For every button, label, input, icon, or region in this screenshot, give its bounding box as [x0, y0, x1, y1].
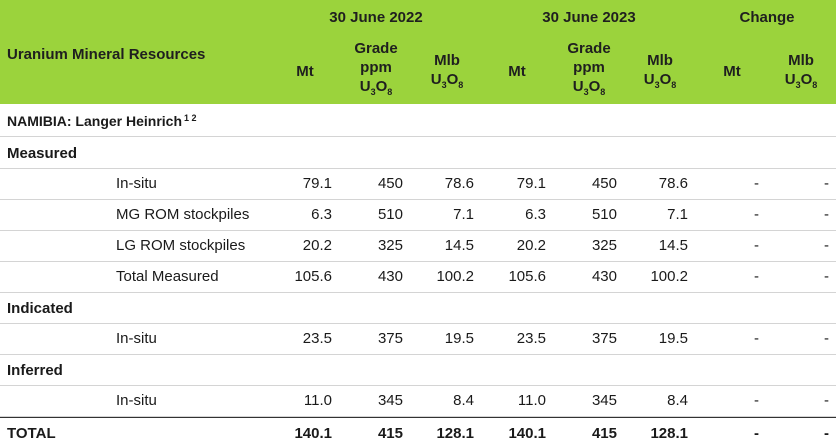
period-2022-heading: 30 June 2022: [329, 9, 423, 26]
table-row: In-situ 23.5 375 19.5 23.5 375 19.5 - -: [0, 323, 836, 355]
cell-mt-2023: 105.6: [508, 268, 546, 285]
cell-mlb-2023: 8.4: [667, 392, 688, 409]
col-mt-2022: Mt: [296, 63, 314, 80]
cell-mlb-2022: 7.1: [453, 206, 474, 223]
cell-mlb-2022: 8.4: [453, 392, 474, 409]
cell-mt-2022: 23.5: [302, 330, 332, 347]
cell-mt-change: -: [754, 175, 759, 192]
cell-grade-2022: 415: [377, 425, 403, 442]
cell-mlb-change: -: [824, 330, 829, 347]
col-mlb-2023: Mlb U3O8: [643, 52, 677, 90]
cell-grade-2023: 510: [591, 206, 617, 223]
location-name: NAMIBIA: Langer Heinrich: [7, 113, 183, 129]
cell-mt-2022: 140.1: [294, 425, 332, 442]
table-row: MG ROM stockpiles 6.3 510 7.1 6.3 510 7.1 - -: [0, 199, 836, 231]
cell-mlb-change: -: [824, 268, 829, 285]
cell-mt-2022: 20.2: [302, 237, 332, 254]
cell-grade-2022: 430: [377, 268, 403, 285]
cell-mlb-2022: 78.6: [444, 175, 474, 192]
cell-mt-2023: 23.5: [516, 330, 546, 347]
cell-mt-change: -: [754, 237, 759, 254]
cell-mt-2022: 6.3: [311, 206, 332, 223]
section-label: Indicated: [7, 300, 73, 317]
section-row-inferred: Inferred: [0, 354, 836, 386]
cell-mt-2023: 140.1: [508, 425, 546, 442]
location-footnote: 1 2: [184, 113, 197, 123]
cell-mt-2022: 11.0: [303, 392, 332, 409]
section-label: Inferred: [7, 362, 63, 379]
cell-mlb-2023: 128.1: [650, 425, 688, 442]
row-label: LG ROM stockpiles: [116, 237, 246, 254]
cell-mlb-2022: 14.5: [444, 237, 474, 254]
cell-grade-2023: 430: [591, 268, 617, 285]
cell-grade-2022: 375: [377, 330, 403, 347]
change-heading: Change: [739, 9, 795, 26]
cell-mt-2023: 11.0: [517, 392, 546, 409]
cell-mlb-2023: 14.5: [658, 237, 688, 254]
cell-mt-2023: 79.1: [516, 175, 546, 192]
cell-mlb-change: -: [824, 392, 829, 409]
table-row: In-situ 79.1 450 78.6 79.1 450 78.6 - -: [0, 168, 836, 200]
cell-mlb-change: -: [824, 425, 829, 442]
cell-grade-2023: 325: [591, 237, 617, 254]
cell-mt-2023: 20.2: [516, 237, 546, 254]
cell-mt-change: -: [754, 206, 759, 223]
section-row-indicated: Indicated: [0, 292, 836, 324]
col-mt-change: Mt: [723, 63, 741, 80]
col-grade-2023: Grade ppm U3O8: [567, 40, 611, 97]
row-label: In-situ: [116, 175, 157, 192]
row-label: TOTAL: [7, 425, 56, 442]
period-2023-heading: 30 June 2023: [542, 9, 636, 26]
row-label: In-situ: [116, 392, 157, 409]
cell-mlb-change: -: [824, 237, 829, 254]
section-label: Measured: [7, 145, 78, 162]
table-row: In-situ 11.0 345 8.4 11.0 345 8.4 - -: [0, 385, 836, 417]
section-row-measured: Measured: [0, 136, 836, 169]
cell-mt-2022: 79.1: [302, 175, 332, 192]
table-header: Uranium Mineral Resources 30 June 2022 3…: [0, 0, 836, 104]
cell-grade-2022: 450: [377, 175, 403, 192]
cell-mlb-2022: 128.1: [436, 425, 474, 442]
total-row: TOTAL 140.1 415 128.1 140.1 415 128.1 - -: [0, 417, 836, 448]
cell-grade-2023: 375: [591, 330, 617, 347]
cell-mt-change: -: [754, 392, 759, 409]
table-title: Uranium Mineral Resources: [7, 46, 206, 63]
cell-mlb-2023: 100.2: [650, 268, 688, 285]
cell-mlb-2023: 78.6: [658, 175, 688, 192]
col-mt-2023: Mt: [508, 63, 526, 80]
cell-mt-change: -: [754, 268, 759, 285]
table-row: LG ROM stockpiles 20.2 325 14.5 20.2 325 14.5 -…: [0, 230, 836, 262]
col-grade-2022: Grade ppm U3O8: [354, 40, 398, 97]
cell-mlb-2022: 19.5: [444, 330, 474, 347]
cell-grade-2023: 345: [591, 392, 617, 409]
location-row: NAMIBIA: Langer Heinrich 1 2: [0, 104, 836, 137]
cell-mt-2022: 105.6: [294, 268, 332, 285]
cell-mlb-change: -: [824, 206, 829, 223]
cell-mlb-2022: 100.2: [436, 268, 474, 285]
cell-grade-2022: 345: [377, 392, 403, 409]
cell-mt-change: -: [754, 330, 759, 347]
cell-grade-2022: 510: [377, 206, 403, 223]
cell-mlb-2023: 7.1: [667, 206, 688, 223]
cell-grade-2023: 450: [591, 175, 617, 192]
col-mlb-2022: Mlb U3O8: [430, 52, 464, 90]
cell-mlb-change: -: [824, 175, 829, 192]
cell-mt-2023: 6.3: [525, 206, 546, 223]
table-row: Total Measured 105.6 430 100.2 105.6 430 100.2…: [0, 261, 836, 293]
row-label: In-situ: [116, 330, 157, 347]
cell-mlb-2023: 19.5: [658, 330, 688, 347]
row-label: MG ROM stockpiles: [116, 206, 250, 223]
cell-mt-change: -: [754, 425, 759, 442]
col-mlb-change: Mlb U3O8: [784, 52, 818, 90]
cell-grade-2022: 325: [377, 237, 403, 254]
row-label: Total Measured: [116, 268, 219, 285]
cell-grade-2023: 415: [591, 425, 617, 442]
